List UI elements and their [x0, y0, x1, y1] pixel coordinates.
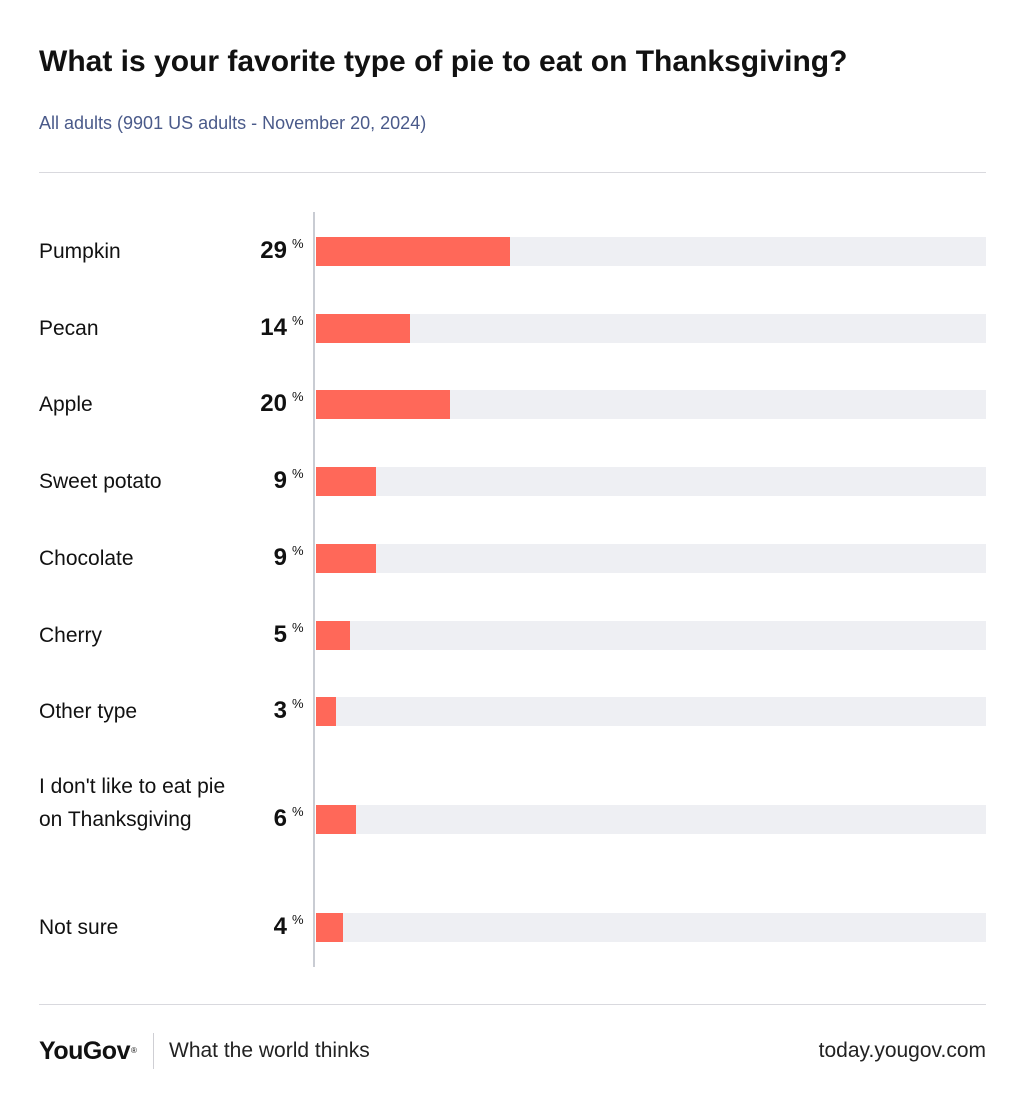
value-label: 5 — [273, 621, 287, 648]
bar-track — [316, 543, 986, 573]
value-label: 9 — [273, 467, 287, 494]
bar-track — [316, 804, 986, 834]
percent-sign: % — [292, 912, 304, 927]
category-label: Pecan — [39, 316, 99, 340]
chart-title: What is your favorite type of pie to eat… — [39, 45, 848, 78]
percent-sign: % — [292, 313, 304, 328]
value-label: 14 — [260, 314, 287, 341]
footer-separator — [153, 1033, 154, 1069]
bar — [316, 696, 337, 726]
percent-sign: % — [292, 620, 304, 635]
bar-track — [316, 620, 986, 650]
percent-sign: % — [292, 543, 304, 558]
footer-site-link[interactable]: today.yougov.com — [818, 1039, 986, 1062]
category-label: Other type — [39, 699, 138, 723]
bar — [316, 389, 450, 419]
category-label: I don't like to eat pie on Thanksgiving — [39, 774, 226, 831]
registered-mark: ® — [130, 1046, 137, 1055]
chart-subtitle: All adults (9901 US adults - November 20… — [39, 113, 427, 133]
value-label: 4 — [273, 913, 287, 940]
bar-chart: Pumpkin 29% Pecan 14% Apple 20% Sweet potato 9%… — [39, 236, 986, 942]
bar — [316, 804, 357, 834]
value-label: 3 — [273, 697, 287, 724]
category-label: Chocolate — [39, 546, 134, 570]
bottom-divider — [39, 1004, 986, 1005]
bar — [316, 912, 343, 942]
percent-sign: % — [292, 389, 304, 404]
bar-axis-line — [313, 212, 315, 967]
category-label: Pumpkin — [39, 239, 121, 263]
value-label: 9 — [273, 544, 287, 571]
bar — [316, 620, 350, 650]
yougov-logo-text: YouGov — [39, 1037, 130, 1065]
bar — [316, 543, 377, 573]
top-divider — [39, 172, 986, 173]
percent-sign: % — [292, 696, 304, 711]
bar-track — [316, 696, 986, 726]
category-label: Cherry — [39, 623, 103, 647]
bar — [316, 313, 410, 343]
value-label: 20 — [260, 390, 287, 417]
bar — [316, 236, 511, 266]
category-label: Not sure — [39, 915, 119, 939]
value-label: 29 — [260, 237, 287, 264]
percent-sign: % — [292, 236, 304, 251]
category-label: Sweet potato — [39, 469, 162, 493]
value-label: 6 — [273, 805, 287, 832]
category-label: Apple — [39, 392, 93, 416]
percent-sign: % — [292, 804, 304, 819]
footer-tagline: What the world thinks — [169, 1039, 370, 1062]
bar-track — [316, 466, 986, 496]
yougov-logo: YouGov® — [39, 1034, 137, 1068]
percent-sign: % — [292, 466, 304, 481]
bar-track — [316, 313, 986, 343]
bar-track — [316, 912, 986, 942]
bar — [316, 466, 377, 496]
